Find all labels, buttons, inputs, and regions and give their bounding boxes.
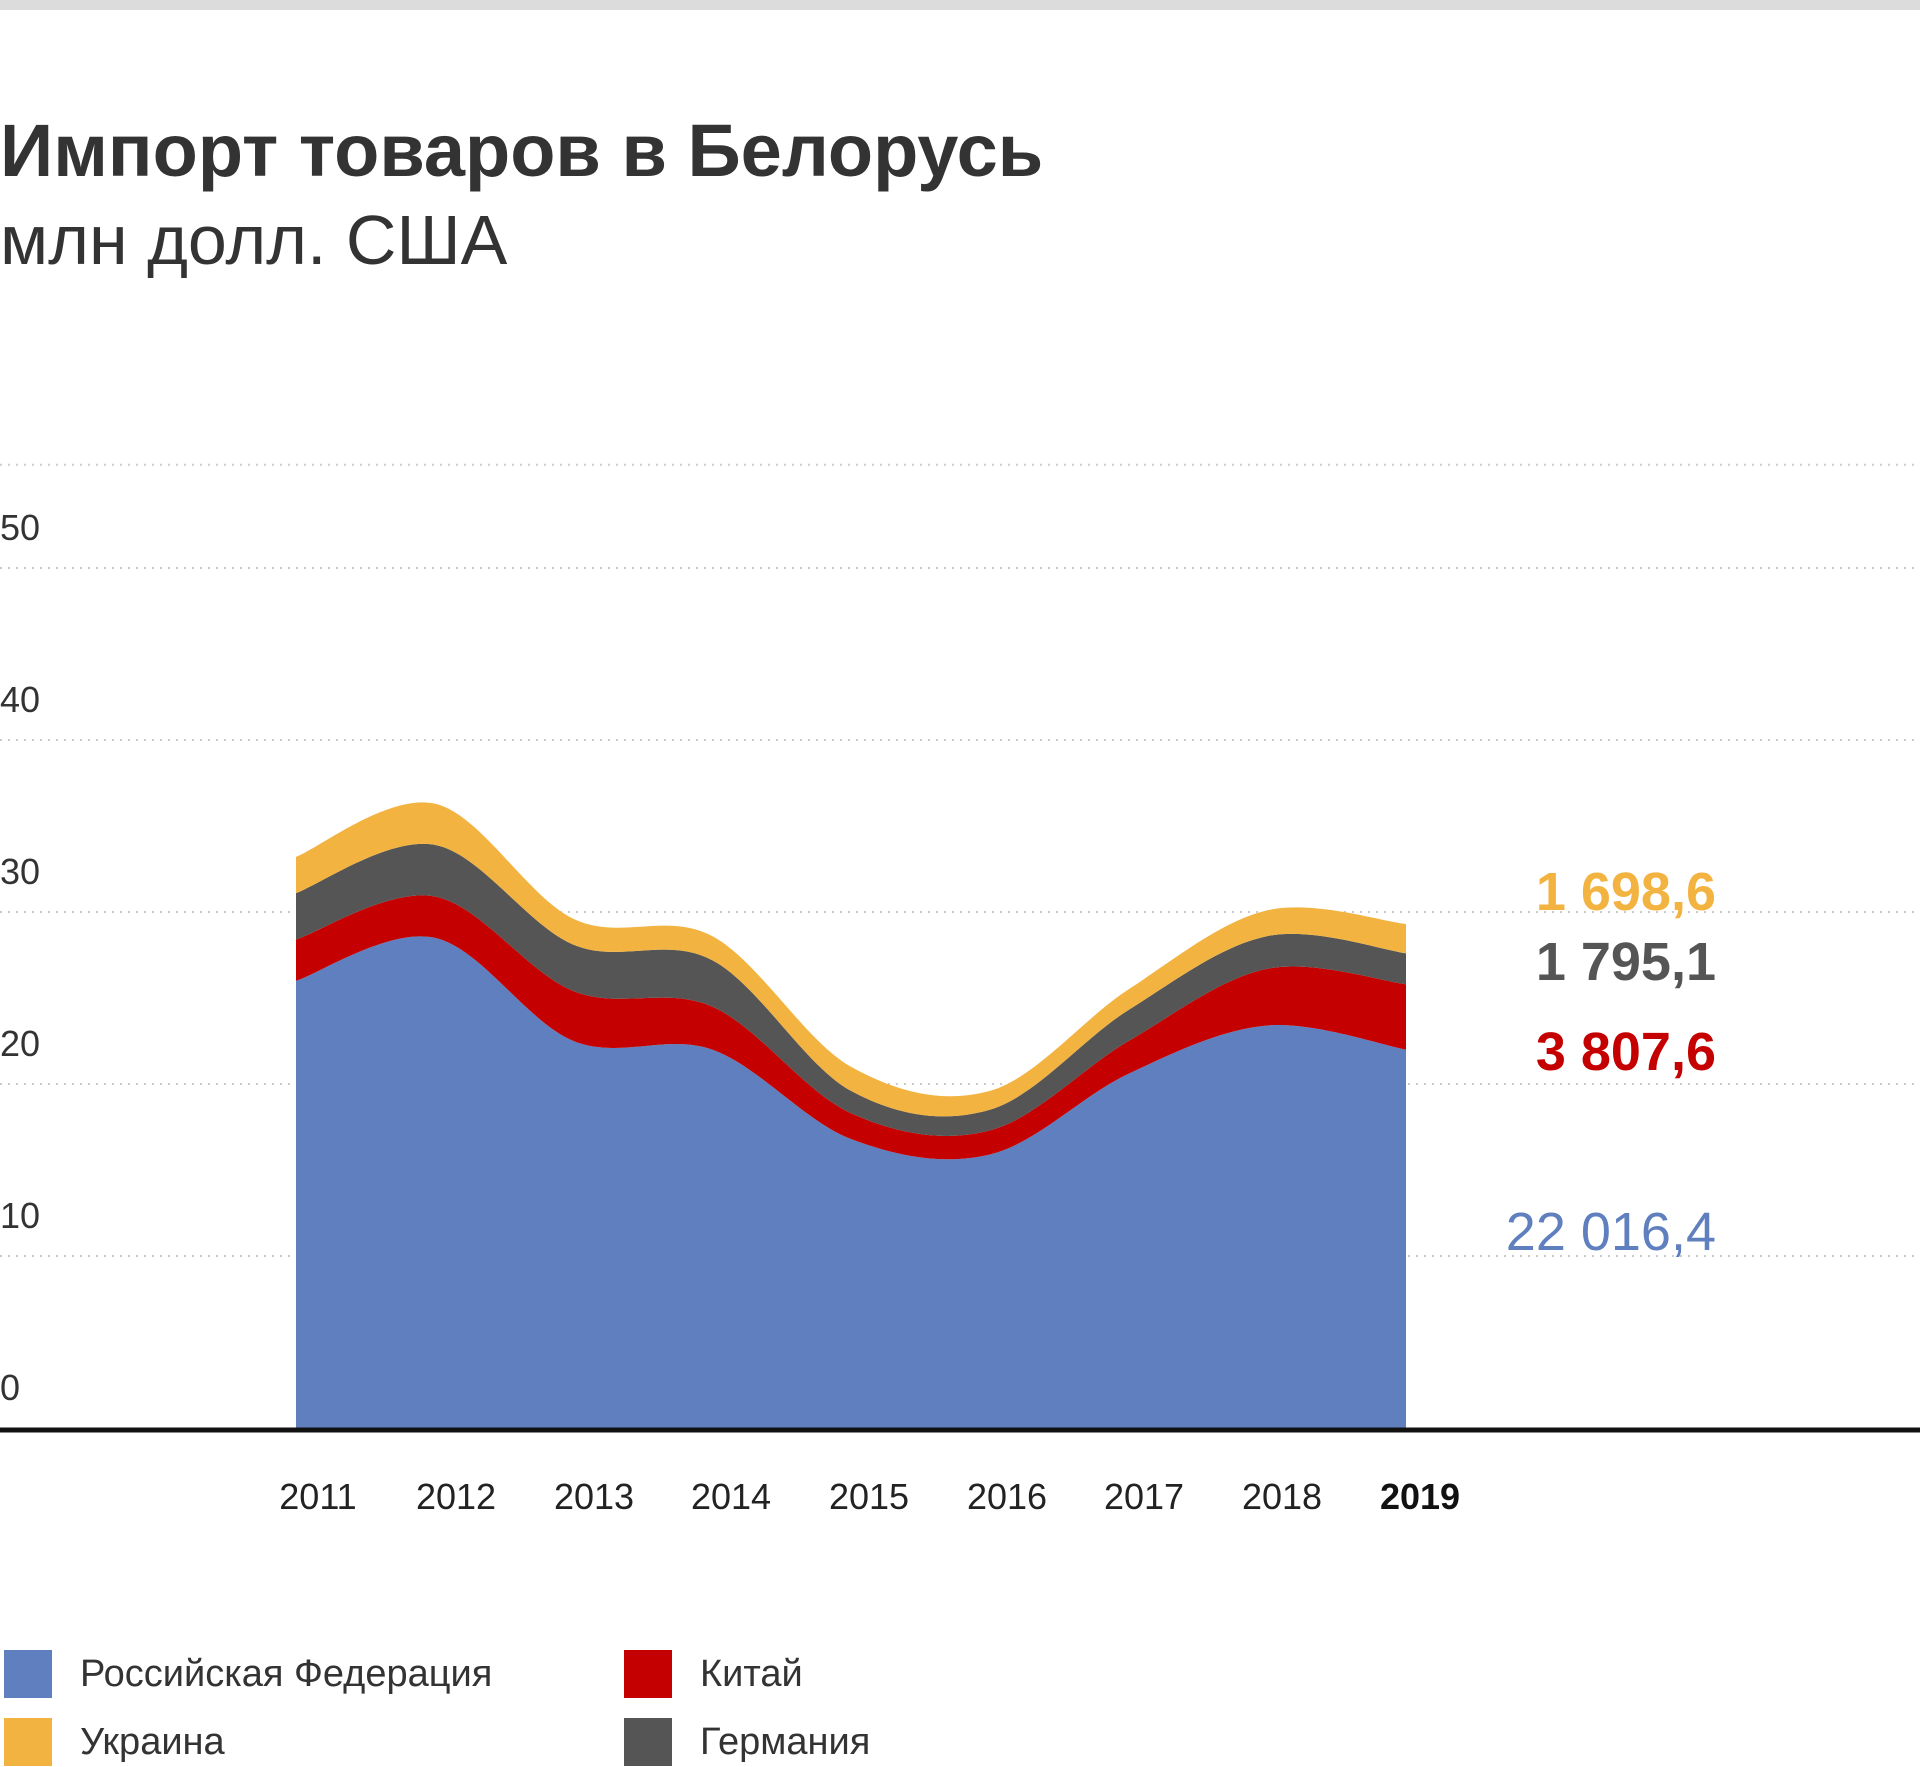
top-rule <box>0 0 1920 10</box>
legend-swatch-russia <box>4 1650 52 1698</box>
x-tick-label: 2012 <box>416 1476 496 1517</box>
y-tick-label: 20 <box>0 1023 40 1064</box>
x-tick-label: 2017 <box>1104 1476 1184 1517</box>
end-label: 22 016,4 <box>1506 1202 1716 1262</box>
legend: Российская Федерация Китай Украина Герма… <box>0 1640 1920 1767</box>
legend-label-russia: Российская Федерация <box>80 1652 493 1695</box>
legend-item-germany: Германия <box>624 1718 870 1766</box>
area-germany <box>296 843 1406 1136</box>
x-tick-label: 2013 <box>554 1476 634 1517</box>
x-tick-label: 2018 <box>1242 1476 1322 1517</box>
end-label: 1 698,6 <box>1536 862 1716 922</box>
x-tick-label: 2015 <box>829 1476 909 1517</box>
y-tick-label: 50 <box>0 507 40 548</box>
legend-swatch-china <box>624 1650 672 1698</box>
legend-item-russia: Российская Федерация <box>4 1650 492 1698</box>
chart-subtitle: млн долл. США <box>0 201 508 279</box>
legend-label-ukraine: Украина <box>80 1720 225 1763</box>
stacked-area-chart: 0 10 20 30 40 50 2011 2012 2013 2014 2015 2016 2017… <box>0 463 1920 1517</box>
legend-item-ukraine: Украина <box>4 1718 225 1766</box>
legend-swatch-germany <box>624 1718 672 1766</box>
areas <box>296 802 1406 1428</box>
y-tick-label: 40 <box>0 679 40 720</box>
area-china <box>296 895 1406 1160</box>
end-labels: 1 698,6 1 795,1 3 807,6 22 016,4 <box>1506 862 1716 1262</box>
chart-title: Импорт товаров в Белорусь <box>0 109 1044 192</box>
end-label: 3 807,6 <box>1536 1022 1716 1082</box>
area-ukraine <box>296 802 1406 1117</box>
legend-swatch-ukraine <box>4 1718 52 1766</box>
x-tick-label: 2016 <box>967 1476 1047 1517</box>
legend-item-china: Китай <box>624 1650 803 1698</box>
y-tick-label: 10 <box>0 1195 40 1236</box>
y-axis-ticks: 0 10 20 30 40 50 <box>0 507 40 1408</box>
y-tick-label: 0 <box>0 1367 20 1408</box>
x-tick-label: 2014 <box>691 1476 771 1517</box>
legend-label-germany: Германия <box>700 1720 871 1763</box>
x-tick-label: 2011 <box>279 1476 356 1517</box>
area-russia <box>296 936 1406 1428</box>
legend-label-china: Китай <box>700 1652 803 1695</box>
x-tick-label: 2019 <box>1380 1476 1460 1517</box>
x-axis-ticks: 2011 2012 2013 2014 2015 2016 2017 2018 2019 <box>279 1476 1460 1517</box>
end-label: 1 795,1 <box>1536 932 1716 992</box>
y-tick-label: 30 <box>0 851 40 892</box>
